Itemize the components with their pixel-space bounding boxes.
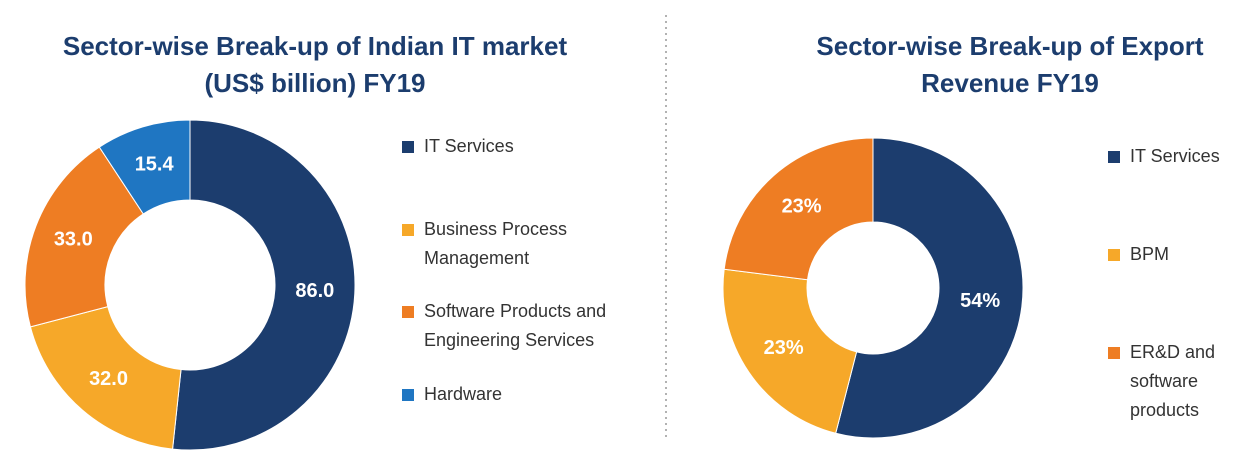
legend-entry: BPM <box>1108 240 1246 269</box>
donut-slice <box>172 119 356 451</box>
legend-label: Software Products and Engineering Servic… <box>424 301 607 350</box>
legend-swatch <box>402 306 414 318</box>
value-label: 54% <box>960 290 1000 312</box>
legend-swatch <box>1108 347 1120 359</box>
legend-label: Business Process Management <box>424 219 568 268</box>
legend-label: BPM <box>1130 244 1170 264</box>
chart-title: Sector-wise Break-up of Indian IT market… <box>62 31 568 98</box>
value-label: 86.0 <box>295 280 334 302</box>
legend-swatch <box>1108 249 1120 261</box>
chart-title: Sector-wise Break-up of Export Revenue F… <box>816 31 1204 98</box>
legend-swatch <box>402 224 414 236</box>
legend-swatch <box>402 389 414 401</box>
value-label: 15.4 <box>135 154 175 176</box>
value-label: 32.0 <box>89 368 128 390</box>
donut-slice <box>723 137 874 281</box>
legend-entry: Hardware <box>402 380 614 409</box>
legend-entry: IT Services <box>1108 142 1246 171</box>
donut-slice <box>98 119 191 215</box>
donut-slice <box>29 305 182 450</box>
legend-label: IT Services <box>1130 146 1220 166</box>
legend-swatch <box>402 141 414 153</box>
value-label: 23% <box>782 195 822 217</box>
donut-slice <box>835 137 1024 439</box>
value-label: 23% <box>764 337 804 359</box>
legend-label: IT Services <box>424 136 514 156</box>
legend-entry: Business Process Management <box>402 215 614 273</box>
legend-label: ER&D and software products <box>1130 342 1216 420</box>
value-label: 33.0 <box>54 229 93 251</box>
legend-entry: IT Services <box>402 132 614 161</box>
legend-entry: ER&D and software products <box>1108 338 1246 425</box>
donut-slice <box>24 146 145 328</box>
legend-label: Hardware <box>424 384 503 404</box>
donut-slice <box>722 268 858 434</box>
legend-swatch <box>1108 151 1120 163</box>
legend-entry: Software Products and Engineering Servic… <box>402 297 614 355</box>
